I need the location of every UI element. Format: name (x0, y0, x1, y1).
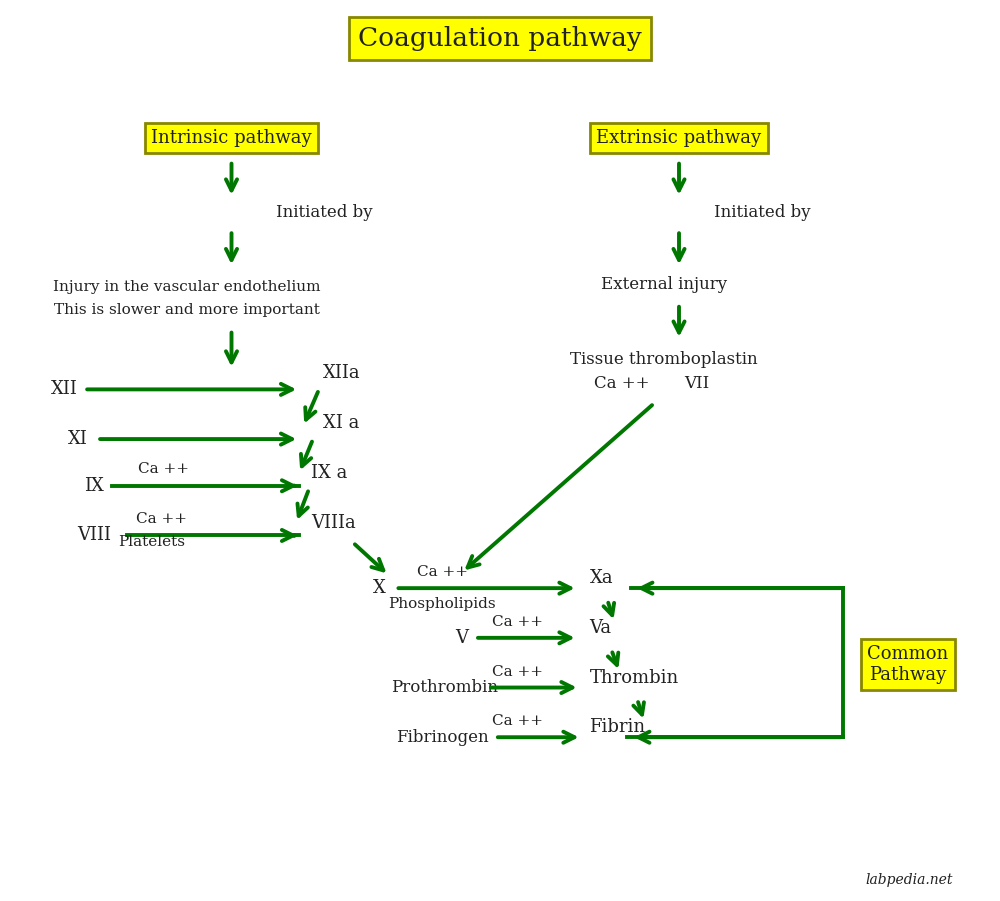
Text: VII: VII (684, 375, 709, 392)
Text: VIIIa: VIIIa (311, 514, 356, 532)
Text: IX: IX (84, 477, 104, 495)
Text: Ca ++: Ca ++ (594, 375, 649, 392)
Text: Initiated by: Initiated by (276, 204, 373, 221)
Text: Fibrin: Fibrin (590, 718, 646, 736)
Text: Ca ++: Ca ++ (492, 714, 543, 728)
Text: Ca ++: Ca ++ (136, 512, 187, 525)
Text: Phospholipids: Phospholipids (389, 597, 496, 611)
Text: V: V (455, 629, 468, 647)
Text: Coagulation pathway: Coagulation pathway (358, 26, 642, 51)
Text: Intrinsic pathway: Intrinsic pathway (151, 129, 312, 147)
Text: XII: XII (51, 380, 77, 398)
Text: Prothrombin: Prothrombin (391, 679, 498, 696)
Text: Common
Pathway: Common Pathway (867, 645, 948, 684)
Text: Ca ++: Ca ++ (492, 615, 543, 629)
Text: Injury in the vascular endothelium: Injury in the vascular endothelium (53, 280, 320, 294)
Text: External injury: External injury (601, 276, 727, 293)
Text: Xa: Xa (590, 569, 613, 587)
Text: Initiated by: Initiated by (714, 204, 810, 221)
Text: IX a: IX a (311, 464, 347, 482)
Text: Fibrinogen: Fibrinogen (396, 729, 488, 746)
Text: Ca ++: Ca ++ (492, 665, 543, 678)
Text: Tissue thromboplastin: Tissue thromboplastin (570, 351, 758, 369)
Text: XI a: XI a (323, 414, 359, 432)
Text: XIIa: XIIa (323, 365, 361, 383)
Text: Thrombin: Thrombin (590, 669, 679, 687)
Text: XI: XI (67, 430, 87, 448)
Text: This is slower and more important: This is slower and more important (54, 303, 320, 317)
Text: labpedia.net: labpedia.net (865, 873, 952, 887)
Text: Extrinsic pathway: Extrinsic pathway (596, 129, 762, 147)
Text: Ca ++: Ca ++ (417, 565, 468, 579)
Text: Platelets: Platelets (118, 535, 185, 550)
Text: X: X (373, 579, 386, 597)
Text: Ca ++: Ca ++ (138, 462, 189, 476)
Text: Va: Va (590, 619, 612, 637)
Text: VIII: VIII (77, 526, 111, 544)
